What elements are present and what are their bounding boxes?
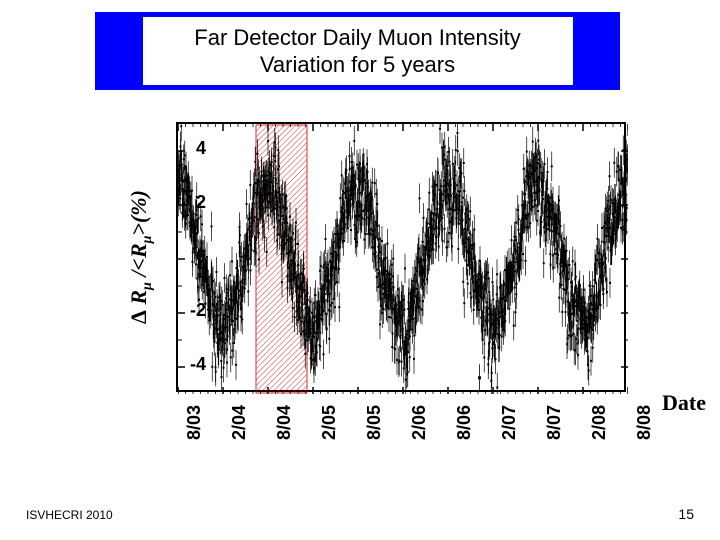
title-line-2: Variation for 5 years	[260, 51, 455, 79]
ytick-label: 2	[166, 192, 206, 213]
plot-svg	[178, 124, 628, 394]
title-bar: Far Detector Daily Muon Intensity Variat…	[95, 12, 620, 90]
x-axis-label: Date	[662, 390, 706, 416]
xtick-label: 2/05	[319, 405, 340, 440]
xtick-label: 2/04	[229, 405, 250, 440]
y-axis-label: Δ Rμ /<Rμ>(%)	[126, 190, 156, 324]
xtick-label: 2/06	[409, 405, 430, 440]
xtick-label: 8/03	[184, 405, 205, 440]
xtick-label: 2/07	[499, 405, 520, 440]
title-line-1: Far Detector Daily Muon Intensity	[194, 24, 520, 52]
chart-container: Δ Rμ /<Rμ>(%) Date -4-20248/032/048/042/…	[56, 122, 666, 452]
title-inner: Far Detector Daily Muon Intensity Variat…	[143, 17, 573, 85]
ytick-label: -4	[166, 354, 206, 375]
xtick-label: 2/08	[589, 405, 610, 440]
ytick-label: 0	[166, 246, 206, 267]
xtick-label: 8/05	[364, 405, 385, 440]
plot-area	[176, 122, 626, 392]
xtick-label: 8/08	[634, 405, 655, 440]
xtick-label: 8/04	[274, 405, 295, 440]
xtick-label: 8/06	[454, 405, 475, 440]
xtick-label: 8/07	[544, 405, 565, 440]
footer-conference: ISVHECRI 2010	[26, 508, 113, 522]
footer-page-number: 15	[678, 506, 694, 522]
ytick-label: 4	[166, 138, 206, 159]
ytick-label: -2	[166, 300, 206, 321]
